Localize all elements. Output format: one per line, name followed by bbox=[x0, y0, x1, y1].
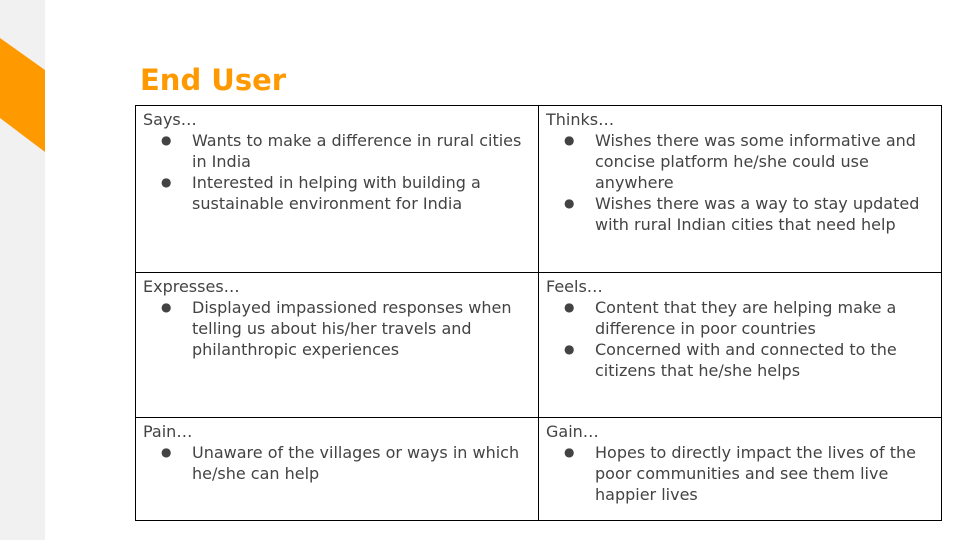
list-item: Unaware of the villages or ways in which… bbox=[143, 442, 532, 484]
thinks-list: Wishes there was some informative and co… bbox=[546, 130, 935, 235]
gain-heading: Gain… bbox=[546, 422, 599, 441]
thinks-heading: Thinks… bbox=[546, 110, 615, 129]
table-row: Pain… Unaware of the villages or ways in… bbox=[135, 417, 942, 521]
gain-cell: Gain… Hopes to directly impact the lives… bbox=[538, 417, 942, 521]
pain-heading: Pain… bbox=[143, 422, 193, 441]
empathy-map-table: Says… Wants to make a difference in rura… bbox=[135, 105, 942, 521]
feels-list: Content that they are helping make a dif… bbox=[546, 297, 935, 381]
slide-title: End User bbox=[140, 63, 287, 97]
says-cell: Says… Wants to make a difference in rura… bbox=[135, 105, 539, 273]
says-list: Wants to make a difference in rural citi… bbox=[143, 130, 532, 214]
expresses-heading: Expresses… bbox=[143, 277, 240, 296]
expresses-list: Displayed impassioned responses when tel… bbox=[143, 297, 532, 360]
list-item: Hopes to directly impact the lives of th… bbox=[546, 442, 935, 505]
list-item: Interested in helping with building a su… bbox=[143, 172, 532, 214]
feels-heading: Feels… bbox=[546, 277, 603, 296]
says-heading: Says… bbox=[143, 110, 197, 129]
list-item: Concerned with and connected to the citi… bbox=[546, 339, 935, 381]
expresses-cell: Expresses… Displayed impassioned respons… bbox=[135, 272, 539, 418]
list-item: Displayed impassioned responses when tel… bbox=[143, 297, 532, 360]
orange-accent-shape bbox=[0, 38, 45, 152]
list-item: Content that they are helping make a dif… bbox=[546, 297, 935, 339]
list-item: Wishes there was some informative and co… bbox=[546, 130, 935, 193]
pain-cell: Pain… Unaware of the villages or ways in… bbox=[135, 417, 539, 521]
table-row: Says… Wants to make a difference in rura… bbox=[135, 105, 942, 273]
thinks-cell: Thinks… Wishes there was some informativ… bbox=[538, 105, 942, 273]
table-row: Expresses… Displayed impassioned respons… bbox=[135, 272, 942, 418]
pain-list: Unaware of the villages or ways in which… bbox=[143, 442, 532, 484]
list-item: Wishes there was a way to stay updated w… bbox=[546, 193, 935, 235]
list-item: Wants to make a difference in rural citi… bbox=[143, 130, 532, 172]
feels-cell: Feels… Content that they are helping mak… bbox=[538, 272, 942, 418]
gain-list: Hopes to directly impact the lives of th… bbox=[546, 442, 935, 505]
